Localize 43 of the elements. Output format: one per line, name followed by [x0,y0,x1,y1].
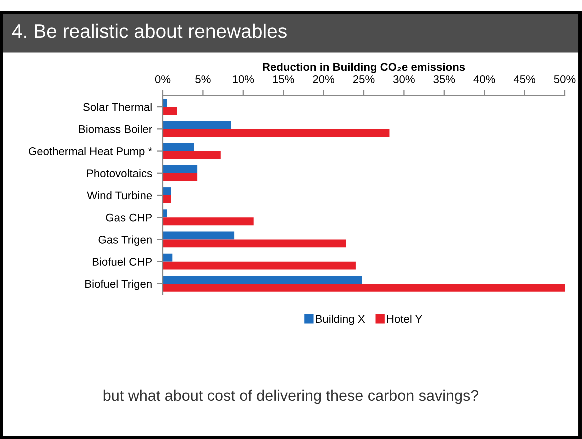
x-tick-label: 25% [353,76,375,84]
x-tick-label: 40% [474,76,496,84]
bar [163,240,346,248]
bar [163,254,173,262]
bar [163,284,565,292]
legend-label: Hotel Y [387,314,422,324]
bar [163,210,168,218]
chart-subtitle: Reduction in Building CO₂e emissions [263,62,466,74]
y-tick-label: Biofuel CHP [92,258,152,266]
x-tick-label: 35% [434,76,456,84]
bar [163,99,168,108]
bar [163,196,172,204]
bar [163,165,198,174]
bar [163,218,254,226]
x-tick-label: 15% [273,76,294,84]
y-tick-label: Geothermal Heat Pump * [29,147,152,158]
text: but what about cost of delivering these carbon savings? [104,390,479,404]
bar [163,188,172,196]
x-tick-label: 0% [155,76,171,84]
x-tick-label: 50% [554,76,576,84]
bar [163,276,362,284]
y-tick-label: Gas Trigen [98,236,152,246]
bar [163,107,178,116]
x-tick-label: 10% [233,76,254,84]
y-tick-label: Solar Thermal [84,103,152,112]
legend-label: Building X [316,314,366,326]
y-tick-label: Biomass Boiler [79,125,152,134]
bar [163,129,390,138]
y-tick-label: Gas CHP [106,214,152,222]
x-tick-label: 20% [313,76,335,84]
bar [163,121,232,130]
bar [163,173,198,182]
y-tick-label: Wind Turbine [87,191,152,200]
chart-title: 4. Be realistic about renewables [12,24,287,38]
bar [163,262,356,270]
y-tick-label: Biofuel Trigen [86,280,152,290]
x-tick-label: 30% [394,76,415,84]
bar [163,151,221,160]
bar [163,143,194,152]
y-tick-label: Photovoltaics [87,169,152,178]
x-tick-label: 5% [196,76,211,84]
x-tick-label: 45% [514,76,536,84]
bar [163,232,235,240]
